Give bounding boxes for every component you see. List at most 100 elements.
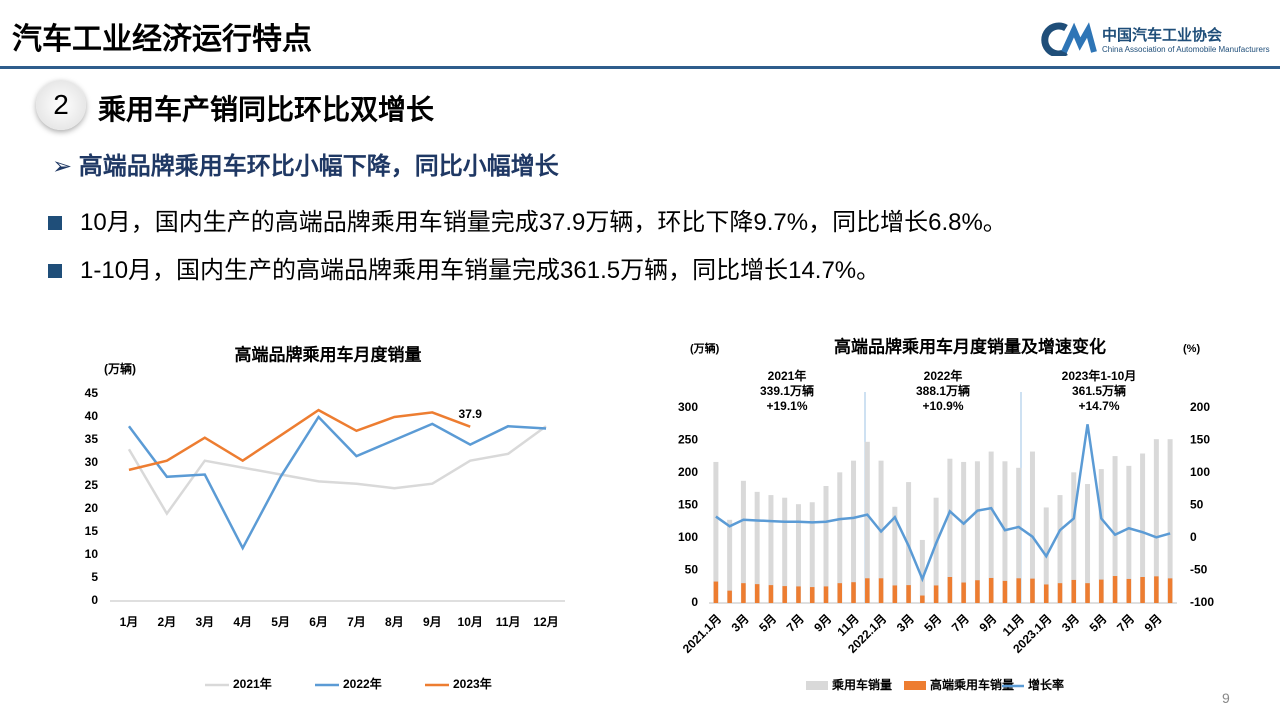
legend-label: 乘用车销量 <box>831 677 892 692</box>
bar <box>906 585 911 603</box>
bar <box>892 506 898 603</box>
legend-label: 2021年 <box>233 676 272 691</box>
x-tick-label: 4月 <box>233 615 252 629</box>
bar <box>1057 583 1063 603</box>
bar <box>1112 576 1118 603</box>
bar <box>809 587 815 603</box>
annotation: 2021年 <box>768 368 807 383</box>
annotation: 339.1万辆 <box>760 383 814 398</box>
y-tick-label: 0 <box>691 595 698 609</box>
data-label: 37.9 <box>459 407 483 421</box>
bar <box>1126 465 1132 603</box>
bullet: 1-10月，国内生产的高端品牌乘用车销量完成361.5万辆，同比增长14.7%。 <box>48 250 880 285</box>
bar <box>1140 453 1146 603</box>
bar <box>768 495 774 603</box>
bar <box>892 585 898 603</box>
bar <box>919 539 925 603</box>
bar <box>1029 451 1035 603</box>
x-tick-label: 5月 <box>1087 611 1110 634</box>
y-tick-label: 40 <box>85 409 99 423</box>
bar <box>865 578 870 603</box>
bar <box>1071 579 1077 603</box>
bar <box>1085 484 1091 603</box>
bar <box>1140 577 1145 603</box>
bar <box>795 504 801 603</box>
section-title: 乘用车产销同比环比双增长 <box>98 94 435 125</box>
bar <box>1126 578 1132 603</box>
bar <box>878 578 884 603</box>
bar <box>975 580 980 603</box>
bar <box>782 586 787 603</box>
bar <box>727 519 733 603</box>
bar <box>988 577 994 603</box>
org-name-en: China Association of Automobile Manufact… <box>1102 45 1270 54</box>
bar <box>961 461 967 603</box>
bar <box>837 583 843 603</box>
bar <box>1112 456 1118 603</box>
bar <box>1167 578 1173 603</box>
y-tick-label: 250 <box>678 433 698 447</box>
bar <box>1016 467 1022 603</box>
series-line <box>715 424 1171 583</box>
annotation: 2023年1-10月 <box>1062 368 1137 383</box>
bullet-text: 1-10月，国内生产的高端品牌乘用车销量完成361.5万辆，同比增长14.7%。 <box>80 257 881 284</box>
bar <box>727 590 732 603</box>
y-tick-label: 20 <box>85 501 99 515</box>
y-axis-label: (万辆) <box>690 341 720 355</box>
x-tick-label: 9月 <box>976 611 999 634</box>
x-tick-label: 7月 <box>347 615 366 629</box>
bar <box>851 582 856 603</box>
y-tick-label: 5 <box>91 570 98 584</box>
x-tick-label: 1月 <box>120 615 139 629</box>
bar <box>809 502 815 603</box>
legend-label: 2023年 <box>453 676 492 691</box>
subhead: ➢ 高端品牌乘用车环比小幅下降，同比小幅增长 <box>52 146 559 181</box>
bar <box>1016 578 1021 603</box>
bar <box>988 451 994 603</box>
header-title: 汽车工业经济运行特点 <box>12 23 312 56</box>
logo <box>1041 22 1097 56</box>
y2-axis-label: (%) <box>1183 343 1200 355</box>
bar <box>961 582 966 603</box>
bar <box>851 460 857 603</box>
annotation: +10.9% <box>922 399 963 413</box>
bar <box>947 458 953 603</box>
legend-label: 增长率 <box>1028 677 1064 692</box>
annotation: 361.5万辆 <box>1072 383 1126 398</box>
legend-label: 2022年 <box>343 676 382 691</box>
chart-title: 高端品牌乘用车月度销量及增速变化 <box>834 336 1106 356</box>
bar <box>1002 580 1008 603</box>
x-tick-label: 3月 <box>729 611 752 634</box>
bar <box>1099 579 1104 603</box>
x-tick-label: 3月 <box>1059 611 1082 634</box>
x-tick-label: 7月 <box>949 611 972 634</box>
bullet: 10月，国内生产的高端品牌乘用车销量完成37.9万辆，环比下降9.7%，同比增长… <box>48 202 1007 237</box>
annotation: 388.1万辆 <box>916 383 970 398</box>
bar <box>782 497 788 603</box>
header-rule <box>0 66 1280 69</box>
bar <box>741 583 746 603</box>
bar <box>1167 439 1173 603</box>
x-tick-label: 2月 <box>158 615 177 629</box>
bar <box>754 491 760 603</box>
bar <box>796 586 801 603</box>
y-tick-label: 100 <box>678 530 698 544</box>
bar <box>754 584 760 603</box>
bar <box>1154 576 1159 603</box>
x-tick-label: 2021.1月 <box>680 611 724 655</box>
y-tick-label: 25 <box>85 478 99 492</box>
x-tick-label: 10月 <box>458 615 483 629</box>
chart-title: 高端品牌乘用车月度销量 <box>235 344 422 364</box>
bar <box>837 472 843 603</box>
series-line <box>128 408 471 472</box>
legend-swatch <box>806 681 828 690</box>
y-axis-label: (万辆) <box>104 361 136 376</box>
y-tick-label: 35 <box>85 432 99 446</box>
x-tick-label: 11月 <box>496 615 521 629</box>
y2-tick-label: 150 <box>1190 433 1210 447</box>
x-tick-label: 3月 <box>195 615 214 629</box>
annotation: +14.7% <box>1078 399 1119 413</box>
x-tick-label: 5月 <box>271 615 290 629</box>
bar <box>1071 472 1077 603</box>
